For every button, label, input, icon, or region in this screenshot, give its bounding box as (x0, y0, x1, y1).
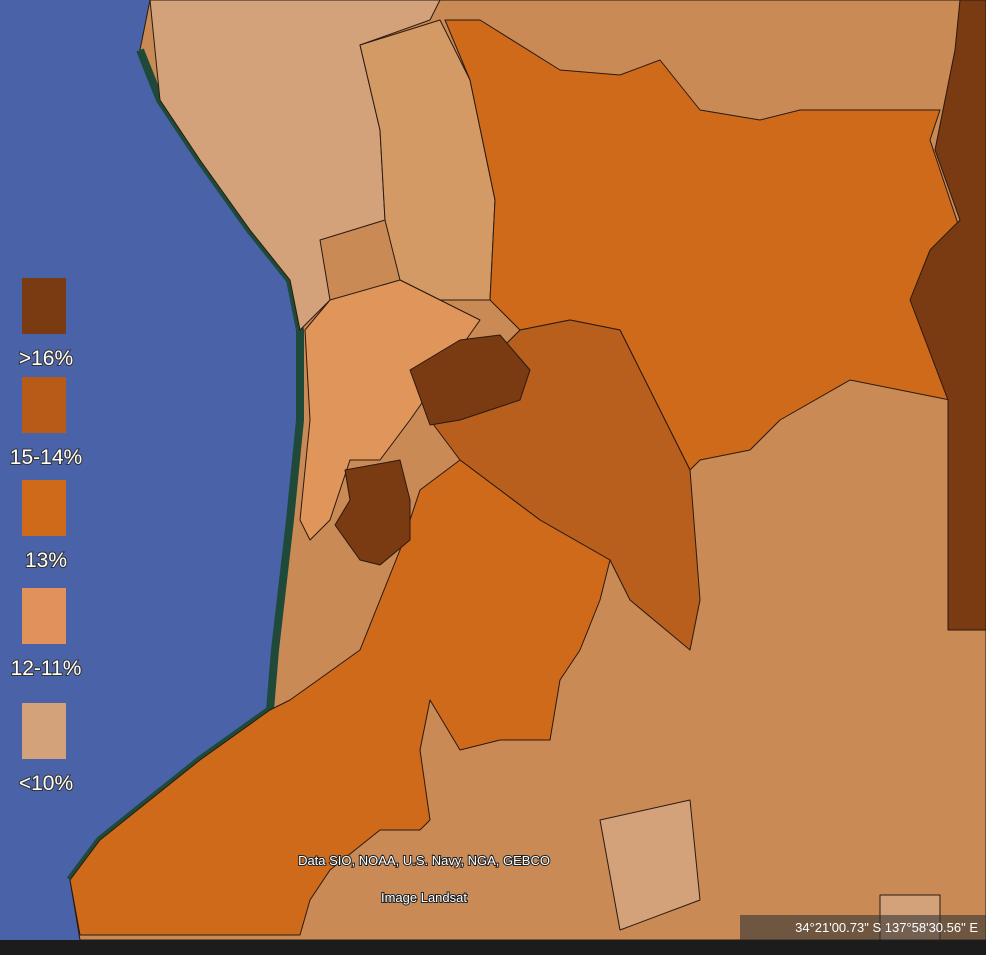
legend-label: 12-11% (11, 657, 82, 680)
region (359, 19, 496, 301)
image-attribution: Image Landsat (381, 890, 467, 905)
taskbar (0, 940, 986, 955)
region (909, 0, 986, 631)
legend-swatch (22, 377, 66, 433)
legend-label: 15-14% (10, 446, 82, 469)
legend-swatch (22, 480, 66, 536)
legend-label: >16% (19, 347, 73, 370)
legend-swatch (22, 588, 66, 644)
coordinates: 34°21'00.73" S 137°58'30.56" E (795, 920, 978, 935)
legend: >16% 15-14% 13% 12-11% <10% (9, 278, 83, 796)
region (299, 279, 481, 541)
region (149, 0, 441, 331)
data-attribution: Data SIO, NOAA, U.S. Navy, NGA, GEBCO (298, 853, 550, 868)
region (69, 459, 611, 936)
status-bar (740, 915, 986, 940)
region (599, 799, 701, 931)
legend-swatch (22, 703, 66, 759)
legend-swatch (22, 278, 66, 334)
region (334, 459, 411, 566)
region (409, 334, 531, 426)
legend-label: 13% (25, 549, 67, 572)
legend-label: <10% (19, 772, 73, 795)
